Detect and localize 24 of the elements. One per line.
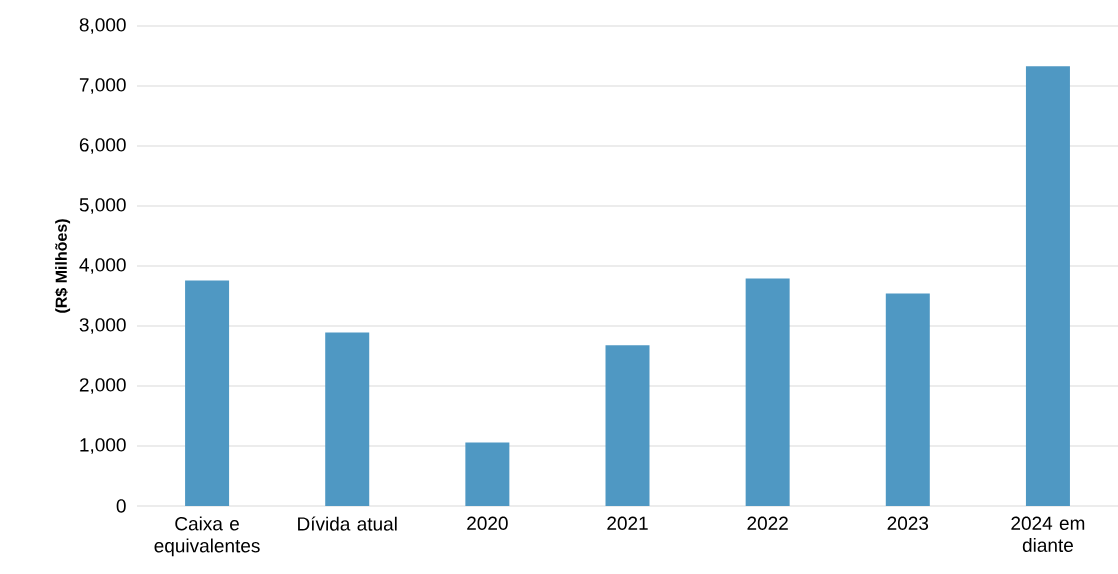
y-tick-label: 7,000 — [79, 78, 126, 94]
bar — [465, 442, 510, 506]
x-tick-label: 2022 — [747, 516, 788, 530]
y-tick-label: 6,000 — [79, 138, 126, 154]
y-tick-label: 5,000 — [79, 198, 126, 214]
y-tick-label: 2,000 — [79, 378, 126, 394]
bar — [745, 278, 790, 506]
bar — [185, 280, 230, 506]
x-tick-label: 2020 — [467, 516, 508, 530]
y-axis-title: (R$ Milhões) — [54, 219, 71, 313]
y-tick-label: 0 — [116, 499, 126, 513]
y-tick-label: 4,000 — [79, 258, 126, 274]
x-tick-label: 2024 em diante — [1011, 516, 1085, 552]
y-tick-label: 3,000 — [79, 318, 126, 334]
y-tick-label: 1,000 — [80, 438, 126, 454]
x-tick-label: Dívida atual — [298, 516, 397, 531]
bar — [325, 332, 370, 506]
bar — [1025, 66, 1070, 506]
bar — [885, 293, 930, 506]
y-tick-label: 8,000 — [79, 18, 126, 34]
bar — [605, 345, 650, 506]
x-tick-label: 2021 — [607, 516, 648, 530]
x-tick-label: Caixa e equivalentes — [154, 516, 260, 557]
x-tick-label: 2023 — [887, 516, 929, 530]
